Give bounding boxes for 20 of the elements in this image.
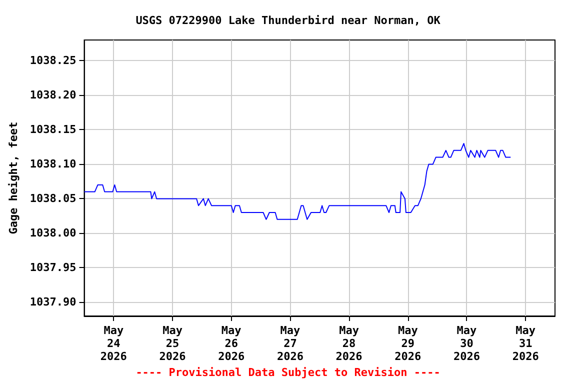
x-tick-label: May 24 2026 <box>100 324 128 363</box>
x-tick-label: May 25 2026 <box>159 324 186 363</box>
y-axis-title: Gage height, feet <box>7 122 20 234</box>
x-tick-label: May 26 2026 <box>218 324 245 363</box>
chart-title: USGS 07229900 Lake Thunderbird near Norman, OK <box>136 14 441 27</box>
y-tick-label: 1037.90 <box>30 296 76 309</box>
y-tick-label: 1037.95 <box>30 261 76 274</box>
y-tick-label: 1038.20 <box>30 88 76 102</box>
y-tick-label: 1038.25 <box>30 54 76 68</box>
x-tick-label: May 27 2026 <box>276 324 304 363</box>
x-tick-label: May 29 2026 <box>394 324 422 363</box>
x-tick-label: May 30 2026 <box>453 324 480 363</box>
y-tick-label: 1038.10 <box>30 158 76 171</box>
y-tick-label: 1038.00 <box>30 226 76 240</box>
line-series <box>84 143 512 220</box>
y-tick-label: 1038.05 <box>30 192 76 206</box>
x-tick-label: May 31 2026 <box>512 324 540 363</box>
x-tick-label: May 28 2026 <box>336 324 363 363</box>
y-tick-label: 1038.15 <box>30 123 76 136</box>
text: ---- Provisional Data Subject to Revision ---- <box>136 366 440 379</box>
